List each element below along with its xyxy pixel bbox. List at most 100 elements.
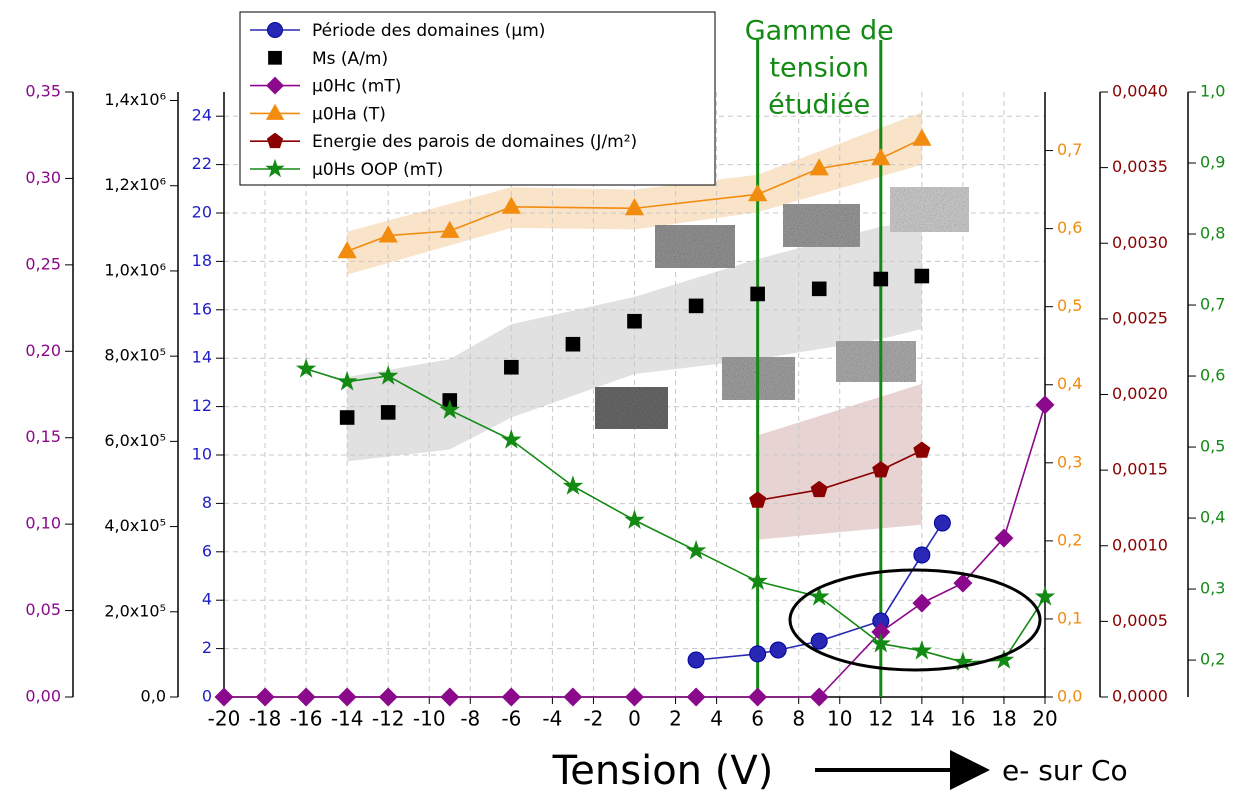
y-tick-label: 8 — [202, 493, 212, 512]
y-tick-label: 22 — [192, 154, 212, 173]
marker — [913, 441, 931, 458]
marker — [214, 687, 234, 707]
marker — [501, 196, 521, 214]
marker — [688, 298, 704, 314]
x-tick-label: -12 — [372, 707, 405, 731]
marker — [624, 687, 645, 707]
marker — [562, 475, 584, 495]
marker — [255, 687, 275, 707]
y-tick-label: 0,10 — [25, 514, 61, 533]
marker — [266, 132, 284, 149]
y-tick-label: 14 — [192, 348, 212, 367]
y-tick-label: 0,0 — [1057, 687, 1082, 706]
marker — [913, 546, 931, 564]
marker — [1035, 395, 1055, 415]
x-tick-label: -8 — [460, 707, 480, 731]
marker — [871, 148, 891, 166]
marker — [809, 687, 829, 707]
marker — [769, 641, 787, 659]
legend-label: Ms (A/m) — [312, 49, 388, 69]
marker — [501, 429, 522, 449]
legend-box — [239, 11, 716, 186]
marker — [870, 632, 891, 653]
marker — [749, 491, 767, 508]
marker — [378, 687, 398, 707]
x-tick-label: 2 — [669, 707, 682, 731]
sem-image — [655, 225, 735, 268]
y-tick-label: 0,3 — [1057, 452, 1082, 471]
y-tick-label: 0,0035 — [1112, 157, 1168, 176]
marker — [809, 158, 829, 176]
axes: -20 -18 -16 -14 -12 -10 -8 -6 -4 -2 0 2 4 6 8 10 12 14 16 1… — [25, 82, 1225, 731]
y-tick-label: 1,0 — [1200, 82, 1225, 101]
y-tick-label: 0,7 — [1200, 295, 1225, 314]
y-tick-label: 0,4 — [1057, 374, 1082, 393]
marker — [686, 687, 706, 707]
marker — [914, 268, 930, 284]
x-tick-label: 10 — [827, 707, 852, 731]
y-tick-label: 0,7 — [1057, 140, 1082, 159]
marker — [336, 370, 358, 391]
x-tick-label: -20 — [208, 707, 241, 731]
x-tick-label: -18 — [249, 707, 282, 731]
y-tick-label: 0,0015 — [1112, 460, 1168, 479]
y-tick-label: 1,4x10⁶ — [104, 90, 166, 109]
y-tick-label: 0,1 — [1057, 608, 1082, 627]
marker — [1034, 586, 1056, 606]
x-tick-label: -4 — [542, 707, 562, 731]
y-tick-label: 0,4 — [1200, 508, 1225, 527]
marker — [624, 509, 645, 529]
y-tick-label: 12 — [192, 396, 212, 415]
x-tick-label: 18 — [991, 707, 1016, 731]
marker — [501, 687, 521, 707]
y-tick-label: 8,0x10⁵ — [104, 346, 166, 365]
marker — [563, 687, 583, 707]
y-tick-label: 0,35 — [25, 82, 61, 101]
legend-label: µ0Hc (mT) — [312, 77, 401, 97]
series-line — [757, 449, 923, 502]
legend-label: µ0Ha (T) — [312, 104, 386, 124]
annotation: étudiée — [768, 90, 870, 121]
marker — [378, 225, 398, 243]
y-tick-label: 0,2 — [1057, 530, 1082, 549]
y-tick-label: 0,0005 — [1112, 611, 1168, 630]
marker — [439, 399, 460, 419]
marker — [440, 220, 460, 238]
marker — [295, 358, 317, 378]
y-tick-label: 0 — [202, 687, 212, 706]
y-tick-label: 4 — [202, 590, 212, 609]
y-tick-label: 6,0x10⁵ — [104, 431, 166, 450]
x-tick-label: -14 — [331, 707, 364, 731]
marker — [873, 271, 889, 287]
marker — [339, 410, 355, 425]
annotation: Gamme de — [745, 16, 894, 47]
marker — [810, 632, 828, 650]
marker — [265, 103, 285, 120]
marker — [811, 281, 827, 297]
y-tick-label: 0,0 — [141, 687, 166, 706]
y-tick-label: 4,0x10⁵ — [104, 516, 166, 535]
y-tick-label: 0,0030 — [1112, 233, 1168, 252]
y-tick-label: 0,6 — [1057, 218, 1082, 237]
y-tick-label: 0,25 — [25, 254, 61, 273]
marker — [565, 336, 581, 352]
y-tick-label: 24 — [192, 106, 212, 125]
marker — [337, 241, 357, 259]
legend-label: µ0Hs OOP (mT) — [312, 160, 443, 180]
data — [214, 40, 1056, 707]
x-tick-label: 8 — [792, 707, 805, 731]
y-tick-label: 18 — [192, 251, 212, 270]
y-tick-label: 0,0000 — [1112, 687, 1168, 706]
marker — [749, 645, 767, 663]
y-tick-label: 0,6 — [1200, 366, 1225, 385]
marker — [266, 76, 285, 95]
marker — [912, 128, 932, 146]
y-tick-label: 0,15 — [25, 427, 61, 446]
marker — [378, 365, 399, 385]
y-tick-label: 0,20 — [25, 341, 61, 360]
marker — [994, 528, 1014, 548]
y-tick-label: 2 — [202, 638, 212, 657]
x-tick-label: 14 — [909, 707, 934, 731]
legend: Période des domaines (µm) Ms (A/m) µ0Hc (m… — [239, 11, 716, 186]
highlight-ellipse — [788, 568, 1042, 672]
